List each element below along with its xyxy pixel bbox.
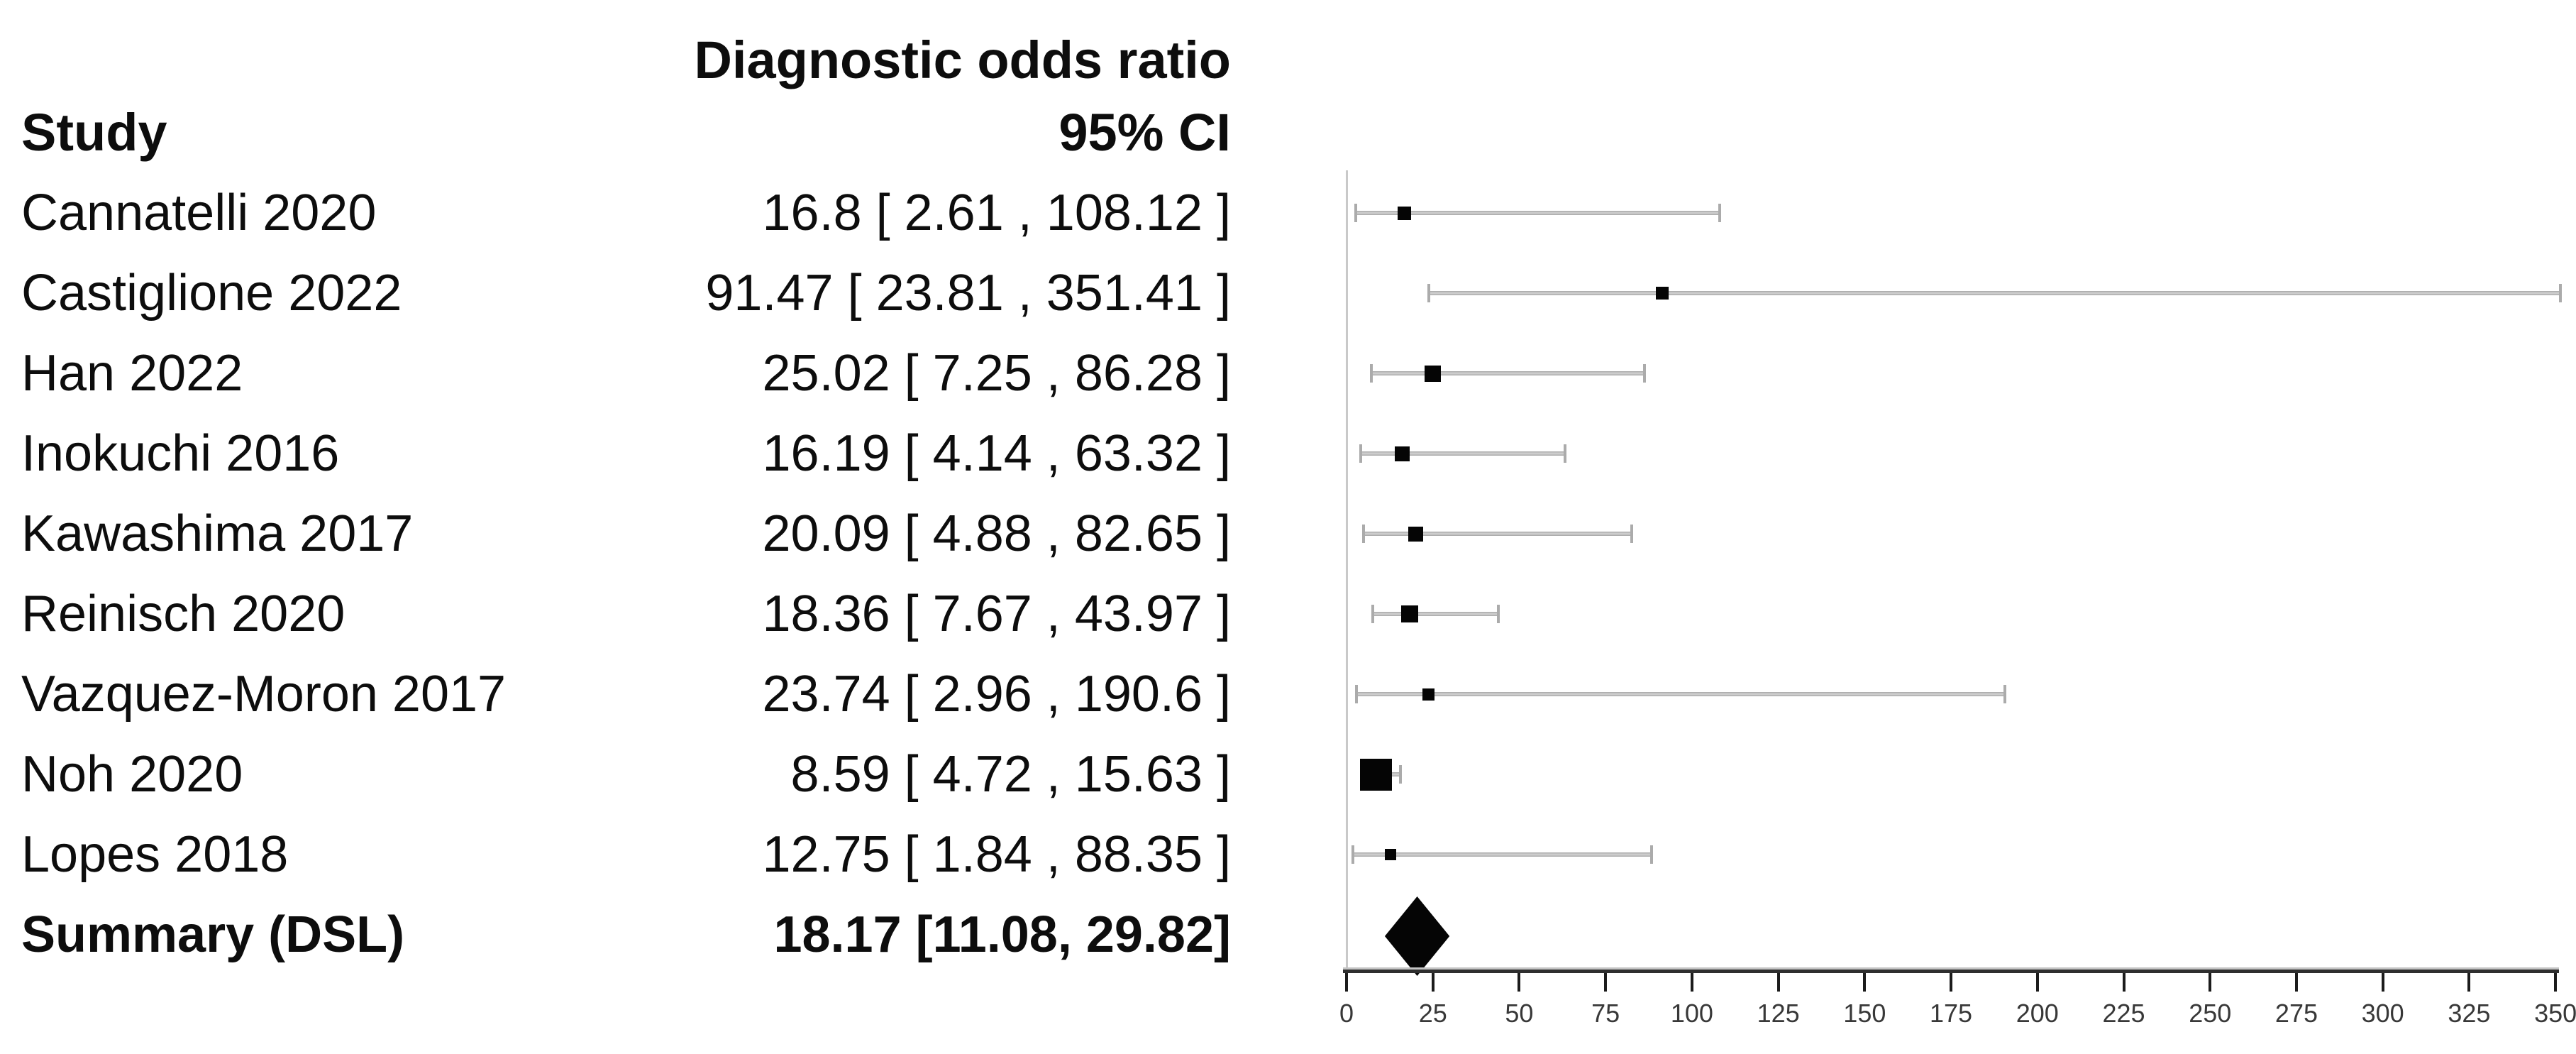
estimate-square — [1395, 446, 1410, 461]
axis-tick — [1518, 973, 1521, 992]
study-ci-value: 12.75 [ 1.84 , 88.35 ] — [762, 826, 1231, 883]
axis-tick-label: 300 — [2361, 999, 2404, 1028]
ci-bar — [1352, 852, 1652, 857]
axis-tick-label: 150 — [1843, 999, 1886, 1028]
axis-tick-label: 225 — [2102, 999, 2145, 1028]
axis-tick-label: 125 — [1757, 999, 1800, 1028]
axis-tick — [2554, 973, 2558, 992]
ci-bar — [1371, 371, 1645, 375]
ci-bar — [1363, 532, 1632, 536]
axis-tick — [2294, 973, 2298, 992]
ci-cap-right — [1650, 845, 1654, 864]
ci-cap-right — [2003, 685, 2007, 703]
study-ci-value: 20.09 [ 4.88 , 82.65 ] — [762, 505, 1231, 562]
axis-tick — [1950, 973, 1953, 992]
ci-cap-right — [1718, 204, 1722, 222]
axis-tick-label: 275 — [2274, 999, 2318, 1028]
estimate-square — [1656, 287, 1669, 300]
study-name: Noh 2020 — [21, 746, 243, 803]
estimate-square — [1360, 758, 1393, 791]
study-ci-value: 18.36 [ 7.67 , 43.97 ] — [762, 586, 1231, 642]
axis-tick — [1604, 973, 1608, 992]
summary-name: Summary (DSL) — [21, 906, 405, 963]
axis-tick — [2122, 973, 2126, 992]
ci-cap-left — [1361, 525, 1365, 543]
study-name: Vazquez-Moron 2017 — [21, 666, 507, 723]
zero-reference-line — [1345, 170, 1348, 970]
axis-tick-label: 50 — [1505, 999, 1534, 1028]
ci-cap-left — [1371, 605, 1375, 623]
axis-tick — [2467, 973, 2471, 992]
study-ci-value: 16.19 [ 4.14 , 63.32 ] — [762, 425, 1231, 482]
axis-tick — [2209, 973, 2212, 992]
study-name: Reinisch 2020 — [21, 586, 346, 642]
axis-tick-label: 75 — [1591, 999, 1620, 1028]
axis-tick — [1431, 973, 1435, 992]
axis-tick-label: 200 — [2016, 999, 2059, 1028]
study-ci-value: 91.47 [ 23.81 , 351.41 ] — [705, 265, 1231, 322]
study-ci-value: 8.59 [ 4.72 , 15.63 ] — [790, 746, 1231, 803]
study-ci-value: 23.74 [ 2.96 , 190.6 ] — [762, 666, 1231, 723]
axis-tick-label: 100 — [1670, 999, 1713, 1028]
study-name: Castiglione 2022 — [21, 265, 402, 322]
axis-tick-label: 250 — [2189, 999, 2232, 1028]
column-header-estimate: Diagnostic odds ratio — [694, 31, 1231, 89]
axis-tick — [2381, 973, 2384, 992]
estimate-square — [1425, 365, 1442, 382]
estimate-square — [1408, 526, 1424, 542]
axis-tick-label: 350 — [2534, 999, 2576, 1028]
ci-cap-right — [1497, 605, 1500, 623]
ci-cap-right — [1643, 364, 1647, 383]
ci-bar — [1361, 451, 1566, 456]
axis-tick — [1345, 973, 1348, 992]
axis-tick — [2035, 973, 2039, 992]
axis-tick — [1690, 973, 1693, 992]
axis-tick-label: 325 — [2448, 999, 2491, 1028]
estimate-square — [1401, 605, 1419, 622]
ci-cap-right — [2559, 284, 2562, 302]
axis-tick-label: 25 — [1418, 999, 1447, 1028]
study-name: Inokuchi 2016 — [21, 425, 340, 482]
summary-ci-value: 18.17 [11.08, 29.82] — [773, 906, 1231, 963]
x-axis-line — [1343, 970, 2560, 973]
ci-cap-right — [1564, 444, 1567, 463]
study-ci-value: 16.8 [ 2.61 , 108.12 ] — [762, 185, 1231, 241]
study-name: Cannatelli 2020 — [21, 185, 377, 241]
ci-bar — [1373, 612, 1499, 616]
column-header-study: Study — [21, 103, 167, 162]
study-name: Han 2022 — [21, 345, 243, 402]
estimate-square — [1422, 688, 1435, 701]
axis-tick-label: 0 — [1339, 999, 1354, 1028]
axis-tick-label: 175 — [1930, 999, 1973, 1028]
ci-cap-left — [1359, 444, 1363, 463]
axis-tick — [1863, 973, 1867, 992]
study-name: Kawashima 2017 — [21, 505, 414, 562]
ci-cap-left — [1354, 204, 1357, 222]
ci-cap-left — [1355, 685, 1359, 703]
column-header-ci: 95% CI — [1058, 103, 1231, 162]
study-name: Lopes 2018 — [21, 826, 289, 883]
ci-cap-left — [1370, 364, 1373, 383]
estimate-square — [1398, 206, 1412, 220]
ci-cap-right — [1399, 765, 1403, 784]
estimate-square — [1385, 849, 1397, 860]
ci-cap-right — [1630, 525, 1634, 543]
ci-bar — [1428, 291, 2560, 295]
ci-cap-left — [1351, 845, 1354, 864]
study-ci-value: 25.02 [ 7.25 , 86.28 ] — [762, 345, 1231, 402]
x-axis-line-shadow — [1343, 967, 2560, 970]
summary-diamond — [1384, 896, 1450, 976]
ci-bar — [1356, 692, 2006, 696]
ci-cap-left — [1427, 284, 1430, 302]
axis-tick — [1776, 973, 1780, 992]
ci-bar — [1355, 211, 1720, 215]
